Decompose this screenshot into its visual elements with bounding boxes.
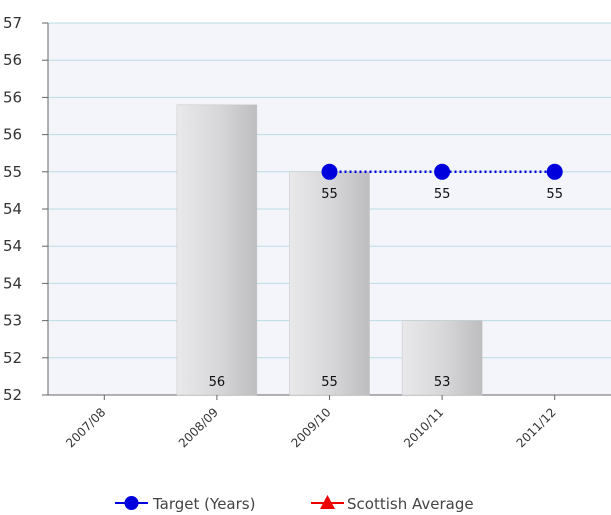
plot-area: 57 56 56 56 55 54 54 54 53 52 52 56 55 53 55 55 55 2007/0… bbox=[3, 14, 611, 450]
target-value-label: 55 bbox=[546, 187, 563, 202]
bar-value-label: 56 bbox=[209, 375, 226, 390]
legend: Target (Years) Scottish Average bbox=[115, 495, 474, 513]
bar-value-label: 53 bbox=[434, 375, 451, 390]
legend-scottish-label: Scottish Average bbox=[347, 495, 474, 513]
target-point bbox=[434, 163, 451, 180]
x-tick-label: 2009/10 bbox=[288, 405, 333, 450]
x-tick-label: 2008/09 bbox=[176, 405, 221, 450]
x-tick-label: 2010/11 bbox=[401, 405, 446, 450]
bar bbox=[401, 320, 483, 396]
y-tick-label: 54 bbox=[3, 200, 22, 218]
y-tick-label: 57 bbox=[3, 14, 22, 32]
y-tick-label: 54 bbox=[3, 274, 22, 292]
y-tick-label: 52 bbox=[3, 386, 22, 404]
x-tick-label: 2007/08 bbox=[63, 405, 108, 450]
y-tick-label: 52 bbox=[3, 349, 22, 367]
legend-target-marker-icon bbox=[124, 496, 139, 510]
y-tick-label: 53 bbox=[3, 312, 22, 330]
y-tick-label: 56 bbox=[3, 126, 22, 144]
legend-target-label: Target (Years) bbox=[152, 495, 255, 513]
x-tick-label: 2011/12 bbox=[514, 405, 559, 450]
target-value-label: 55 bbox=[321, 187, 338, 202]
bar-value-label: 55 bbox=[321, 375, 338, 390]
target-point bbox=[321, 163, 338, 180]
legend-scottish-triangle-icon bbox=[320, 495, 335, 509]
target-point bbox=[546, 163, 563, 180]
bar bbox=[176, 104, 258, 396]
bar bbox=[289, 171, 370, 396]
y-tick-label: 56 bbox=[3, 51, 22, 69]
y-tick-label: 55 bbox=[3, 163, 22, 181]
y-tick-label: 56 bbox=[3, 88, 22, 106]
y-tick-label: 54 bbox=[3, 237, 22, 255]
target-value-label: 55 bbox=[434, 187, 451, 202]
